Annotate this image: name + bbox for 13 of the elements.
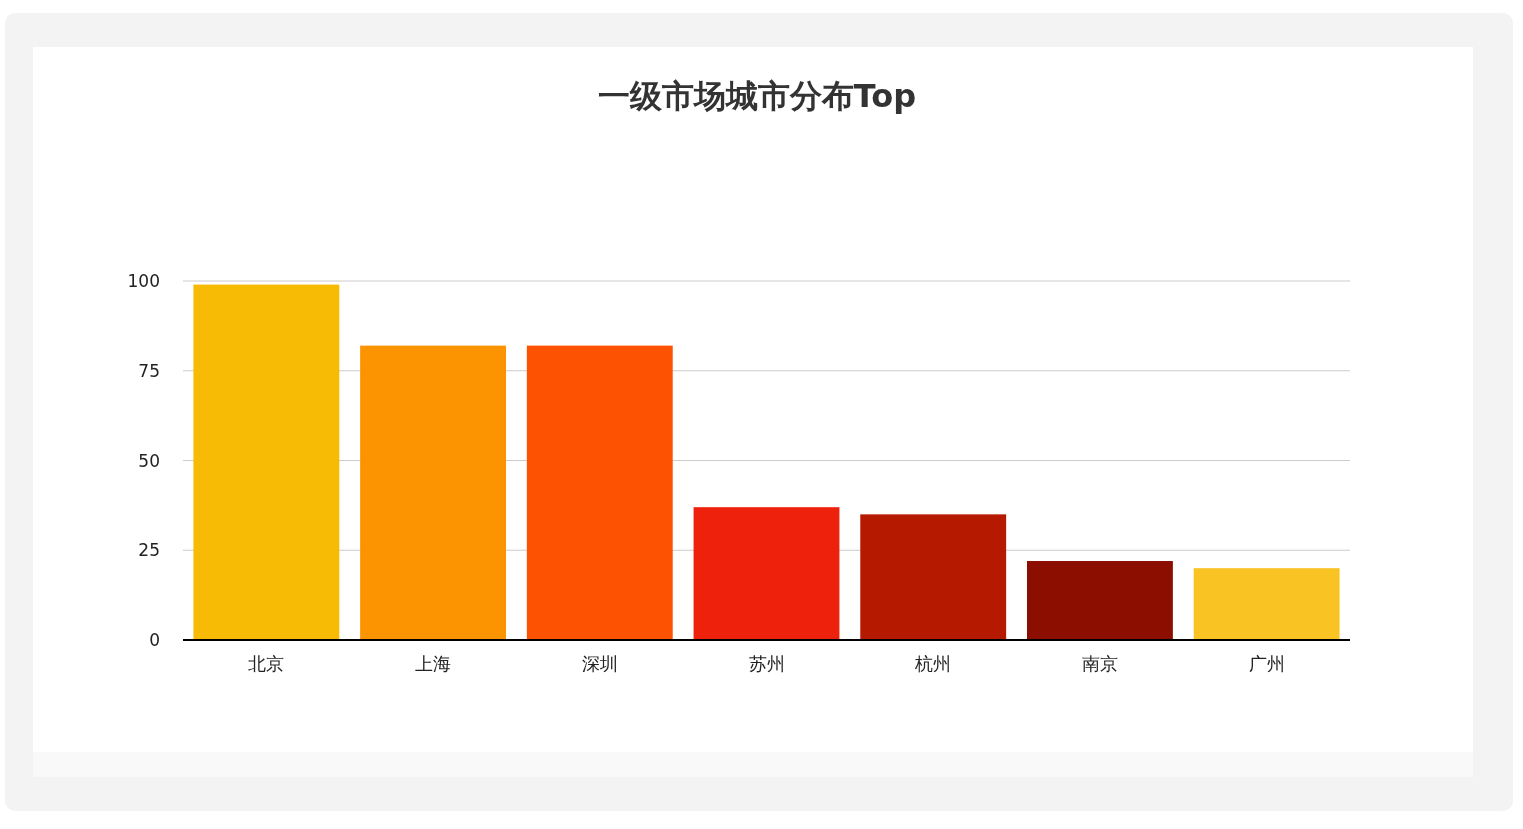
y-tick-label: 75 [138,360,160,381]
y-tick-label: 100 [127,271,160,291]
y-tick-label: 0 [149,630,160,650]
chart-title: 一级市场城市分布Top [597,77,917,115]
y-tick-label: 25 [138,540,160,561]
x-tick-label: 苏州 [748,653,785,674]
x-tick-label: 广州 [1248,653,1285,674]
x-tick-label: 南京 [1081,653,1118,674]
x-tick-label: 上海 [415,653,452,674]
x-tick-label: 深圳 [581,653,618,674]
x-tick-label: 杭州 [914,653,952,674]
x-tick-label: 北京 [248,653,285,674]
y-tick-label: 50 [138,450,160,471]
